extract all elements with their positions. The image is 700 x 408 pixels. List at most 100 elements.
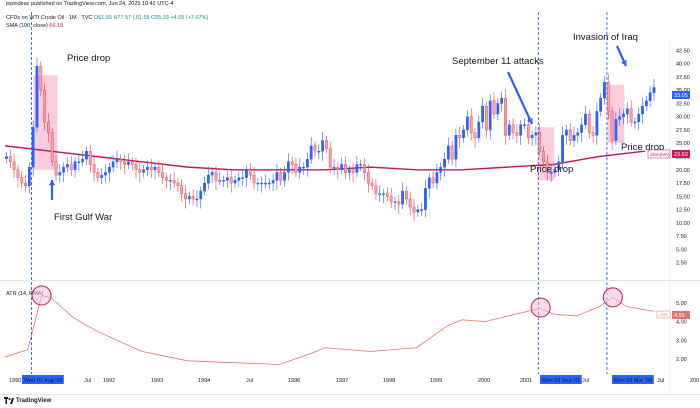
sma-legend-value: 66.18 (49, 23, 64, 29)
atr-badge-value: 4.55 (674, 313, 685, 319)
candle (385, 193, 389, 197)
candle (267, 182, 271, 185)
candle (168, 180, 172, 182)
atr-legend[interactable]: ATR (14, RMA) (6, 291, 44, 297)
sma-line (4, 145, 645, 171)
annotation-price-drop-2: Price drop (530, 164, 573, 175)
footer-brand[interactable]: TradingView (16, 398, 52, 404)
candle (302, 166, 305, 169)
symbol-name[interactable]: CFDs on WTI Crude Oil · 1M · TVC (6, 15, 93, 21)
candle (107, 166, 111, 173)
candle (149, 166, 153, 170)
candle (382, 193, 385, 195)
candle (210, 172, 214, 176)
candle (629, 108, 633, 123)
candle (397, 201, 401, 205)
candle (618, 116, 622, 120)
axes-group: 42.5040.0037.5035.0032.5030.0027.5025.00… (9, 48, 699, 384)
candle (81, 158, 85, 163)
candle (641, 105, 644, 115)
candle (393, 201, 397, 203)
candle (226, 177, 229, 181)
time-tick-label: Jul (246, 378, 253, 384)
candle (435, 172, 439, 184)
candle (241, 177, 245, 179)
candle (561, 135, 564, 163)
price-tick-label: 7.50 (676, 234, 687, 240)
candle (69, 164, 73, 170)
candle (73, 161, 77, 170)
tradingview-logo-icon[interactable] (4, 397, 14, 405)
sma-legend[interactable]: SMA (100, close) 66.18 (6, 23, 63, 30)
candle (66, 164, 69, 168)
candle (408, 198, 412, 208)
arrow-sept11-head (527, 118, 533, 124)
candle (256, 182, 260, 185)
candle (27, 166, 31, 186)
annotation-first-gulf-war: First Gulf War (54, 212, 112, 223)
candle (549, 172, 553, 174)
atr-spike-circle (31, 285, 52, 306)
price-tick-label: 40.00 (676, 62, 690, 68)
time-tick-label: 1999 (430, 378, 442, 384)
candle (20, 177, 24, 184)
candle (572, 135, 576, 141)
candle (439, 166, 443, 173)
candle (157, 166, 161, 173)
candle (606, 81, 610, 112)
time-tick-label: 1990 (9, 378, 21, 384)
candle (252, 174, 256, 184)
candle (39, 66, 43, 91)
candle (534, 132, 538, 136)
candle (370, 182, 374, 186)
candle (344, 164, 347, 173)
candle (462, 129, 465, 139)
candle (603, 81, 606, 99)
candle (31, 127, 35, 168)
time-tick-label: 1994 (198, 378, 210, 384)
candle (298, 166, 302, 173)
candle (557, 161, 561, 170)
price-tick-label: 32.50 (676, 101, 690, 107)
time-tick-label: 1998 (383, 378, 395, 384)
atr-line-group (4, 294, 655, 365)
candle (111, 161, 115, 168)
candle (77, 161, 81, 164)
atr-tick-label: 2.00 (676, 357, 687, 363)
annotation-price-drop-1: Price drop (67, 53, 110, 64)
annotation-arrows (48, 45, 628, 200)
arrow-invasion-iraq-head (621, 60, 627, 66)
candle (378, 193, 382, 195)
symbol-legend: CFDs on WTI Crude Oil · 1M · TVC O61.55 … (6, 15, 208, 22)
price-tick-label: 15.00 (676, 194, 690, 200)
candle (203, 182, 206, 192)
candles-group (5, 57, 656, 222)
price-chart[interactable]: 42.5040.0037.5035.0032.5030.0027.5025.00… (0, 0, 700, 394)
pane-separator (0, 280, 700, 281)
candle (8, 156, 12, 163)
candle (351, 169, 355, 173)
candle (625, 108, 629, 115)
time-tick-label: Wed 01 Aug '90 (24, 378, 63, 384)
candle (328, 148, 332, 168)
price-tick-label: 10.00 (676, 221, 690, 227)
candle (648, 92, 652, 101)
candle (123, 161, 126, 165)
candle (564, 129, 568, 136)
time-tick-label: 1997 (336, 378, 348, 384)
time-tick-label: Jul (657, 378, 664, 384)
annotation-invasion-iraq: Invasion of Iraq (573, 32, 638, 43)
candle (496, 103, 500, 115)
candle (24, 182, 27, 186)
time-tick-label: Mon 03 Mar '03 (614, 378, 652, 384)
candle (283, 172, 286, 181)
candle (477, 121, 481, 139)
candle (165, 177, 168, 181)
candle (294, 164, 298, 173)
price-tick-label: 25.00 (676, 141, 690, 147)
candle (485, 105, 488, 131)
candle (92, 164, 96, 173)
candle (347, 169, 351, 173)
candle (264, 182, 267, 185)
time-tick-label: Jul (84, 378, 91, 384)
